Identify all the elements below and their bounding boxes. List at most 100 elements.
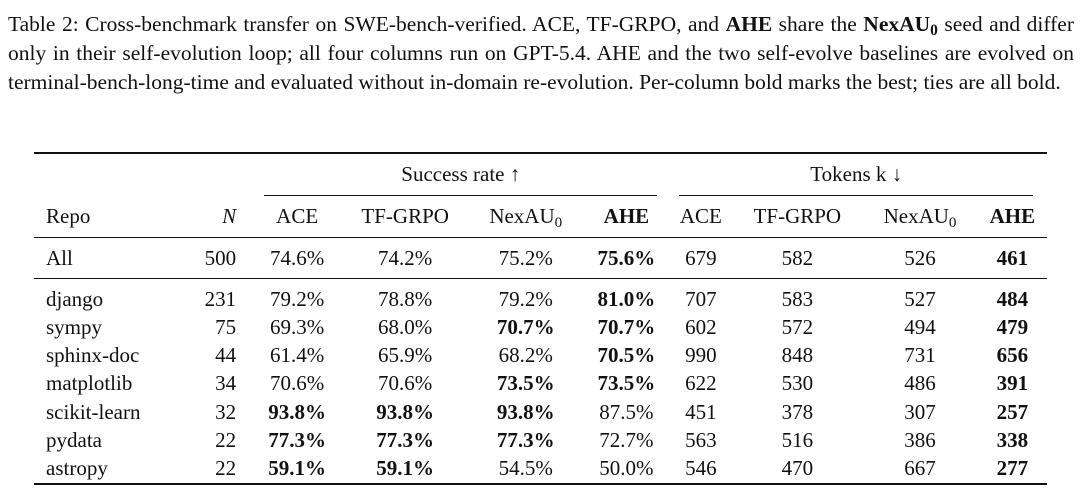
col-nexau-sr: NexAU0 (468, 196, 584, 238)
cell-sr-ahe: 70.7% (597, 314, 656, 339)
col-tfgrpo-sr: TF-GRPO (342, 196, 469, 238)
caption-text-1: Table 2: Cross-benchmark transfer on SWE… (8, 12, 726, 36)
cell-sr-ace: 79.2% (270, 286, 325, 311)
cell-tok-nexau: 486 (904, 371, 936, 396)
cell-sr-ahe: 73.5% (597, 371, 656, 396)
cell-sr-tfgrpo: 78.8% (378, 286, 433, 311)
cell-sr-ahe: 75.6% (583, 237, 670, 279)
cell-tok-ace: 707 (685, 286, 717, 311)
cell-sr-nexau: 77.3% (496, 427, 555, 452)
row-repo: astropy (34, 454, 181, 485)
cell-tok-nexau: 307 (904, 399, 936, 424)
cell-tok-tfgrpo: 582 (732, 237, 863, 279)
caption-text-3: seed and differ only in their self-evolu… (8, 12, 1075, 94)
cell-tok-ace: 990 (685, 342, 717, 367)
cell-tok-ahe: 391 (996, 371, 1029, 396)
results-table: Success rate ↑ Tokens k ↓ Repo N ACE TF-… (34, 152, 1047, 485)
cell-tok-tfgrpo: 583 (781, 286, 814, 311)
cell-tok-nexau: 527 (904, 286, 936, 311)
row-repo: sphinx-doc (46, 342, 140, 367)
cell-sr-tfgrpo: 65.9% (378, 342, 433, 367)
column-header-row: Repo N ACE TF-GRPO NexAU0 AHE ACE TF-GRP… (34, 196, 1047, 238)
cell-sr-ahe: 72.7% (599, 427, 654, 452)
row-n: 44 (215, 342, 237, 367)
cell-sr-ace: 61.4% (270, 342, 325, 367)
cell-sr-ace: 59.1% (252, 454, 343, 485)
cell-sr-ace: 69.3% (270, 314, 325, 339)
cell-tok-ace: 622 (685, 371, 717, 396)
caption-nexau: NexAU0 (863, 12, 938, 39)
row-repo: django (46, 286, 104, 311)
cell-sr-nexau: 75.2% (468, 237, 584, 279)
row-repo: matplotlib (46, 371, 133, 396)
row-repo: All (34, 237, 181, 279)
cell-sr-ace: 77.3% (268, 427, 327, 452)
cell-sr-nexau: 68.2% (498, 342, 553, 367)
cell-sr-tfgrpo: 74.2% (342, 237, 469, 279)
cell-tok-ace: 602 (685, 314, 717, 339)
table-row: scikit-learn 32 93.8% 93.8% 93.8% 87.5% 451 378… (34, 398, 1047, 426)
row-n: 34 (215, 371, 237, 396)
table-row: sympy 75 69.3% 68.0% 70.7% 70.7% 602 572 494 479 (34, 313, 1047, 341)
col-repo: Repo (34, 196, 181, 238)
col-n: N (180, 196, 253, 238)
caption-text-2: share the (772, 12, 864, 36)
table-row: matplotlib 34 70.6% 70.6% 73.5% 73.5% 622 530 48… (34, 370, 1047, 398)
cell-sr-ace: 70.6% (270, 371, 325, 396)
cell-sr-tfgrpo: 59.1% (342, 454, 469, 485)
cell-tok-nexau: 667 (862, 454, 978, 485)
cell-tok-ahe: 484 (996, 286, 1029, 311)
group-header-row: Success rate ↑ Tokens k ↓ (34, 152, 1047, 196)
cell-tok-ace: 451 (685, 399, 717, 424)
col-tfgrpo-tok: TF-GRPO (732, 196, 863, 238)
table-caption: Table 2: Cross-benchmark transfer on SWE… (8, 10, 1074, 97)
cell-tok-tfgrpo: 848 (781, 342, 814, 367)
row-repo: scikit-learn (46, 399, 141, 424)
table-row-all: All 500 74.6% 74.2% 75.2% 75.6% 679 582 … (34, 237, 1047, 279)
cell-sr-nexau: 73.5% (496, 371, 555, 396)
cell-sr-tfgrpo: 68.0% (378, 314, 433, 339)
cell-tok-ahe: 479 (996, 314, 1029, 339)
caption-ahe: AHE (725, 12, 773, 36)
cell-tok-ahe: 338 (996, 427, 1029, 452)
cell-tok-tfgrpo: 470 (732, 454, 863, 485)
table-row: astropy 22 59.1% 59.1% 54.5% 50.0% 546 470 667 27… (34, 454, 1047, 485)
cell-sr-tfgrpo: 77.3% (376, 427, 435, 452)
table-row: django 231 79.2% 78.8% 79.2% 81.0% 707 583 527 48… (34, 279, 1047, 314)
row-n: 22 (215, 427, 237, 452)
cell-tok-ace: 679 (669, 237, 733, 279)
cell-sr-tfgrpo: 70.6% (378, 371, 433, 396)
cell-tok-ace: 563 (685, 427, 717, 452)
cell-tok-nexau: 494 (904, 314, 936, 339)
col-ace-sr: ACE (252, 196, 343, 238)
cell-tok-ahe: 277 (977, 454, 1047, 485)
cell-sr-ahe: 50.0% (583, 454, 670, 485)
cell-sr-nexau: 79.2% (498, 286, 553, 311)
cell-tok-tfgrpo: 530 (781, 371, 814, 396)
cell-tok-tfgrpo: 572 (781, 314, 814, 339)
col-nexau-tok: NexAU0 (862, 196, 978, 238)
cell-tok-nexau: 731 (904, 342, 936, 367)
cell-sr-ace: 93.8% (268, 399, 327, 424)
row-n: 75 (215, 314, 237, 339)
cell-tok-ahe: 257 (996, 399, 1029, 424)
row-n: 22 (180, 454, 253, 485)
cell-sr-nexau: 93.8% (496, 399, 555, 424)
cell-sr-ahe: 70.5% (597, 342, 656, 367)
cell-tok-nexau: 526 (862, 237, 978, 279)
col-ahe-tok: AHE (977, 196, 1047, 238)
cell-sr-ahe: 81.0% (597, 286, 656, 311)
cell-tok-ace: 546 (669, 454, 733, 485)
cell-sr-nexau: 54.5% (468, 454, 584, 485)
row-n: 500 (180, 237, 253, 279)
success-rate-header: Success rate ↑ (264, 154, 658, 196)
table-row: sphinx-doc 44 61.4% 65.9% 68.2% 70.5% 990 848 73… (34, 341, 1047, 369)
tokens-header: Tokens k ↓ (679, 154, 1033, 196)
col-ace-tok: ACE (669, 196, 733, 238)
cell-tok-tfgrpo: 516 (781, 427, 814, 452)
cell-sr-nexau: 70.7% (496, 314, 555, 339)
col-ahe-sr: AHE (583, 196, 670, 238)
cell-sr-ahe: 87.5% (599, 399, 654, 424)
row-repo: pydata (46, 427, 102, 452)
cell-tok-nexau: 386 (904, 427, 936, 452)
